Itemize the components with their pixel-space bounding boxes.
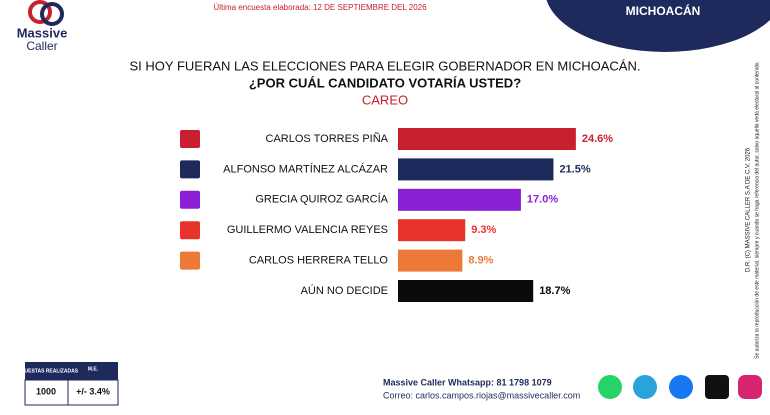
logo [28,0,52,24]
logo [40,2,64,26]
value-label: 8.9% [468,255,493,267]
bar [398,280,534,302]
facebook-icon[interactable] [669,375,693,399]
whatsapp-icon[interactable] [598,375,622,399]
value-label: 9.3% [471,224,496,236]
side-note: D.R. (C) MASSIVE CALLER S.A DE C.V. 2026 [746,147,752,272]
table-header-cell: M.E. [88,366,99,372]
category-label: AÚN NO DECIDE [301,284,388,297]
x-icon[interactable] [705,375,729,399]
category-label: CARLOS TORRES PIÑA [266,132,389,145]
bar [398,158,554,181]
category-label: GRECIA QUIROZ GARCÍA [255,193,388,206]
category-label: ALFONSO MARTÍNEZ ALCÁZAR [223,162,388,175]
chart-title: SI HOY FUERAN LAS ELECCIONES PARA ELEGIR… [130,58,641,73]
value-label: 21.5% [559,163,590,175]
party-logo [180,160,200,179]
value-label: 24.6% [582,133,613,145]
date-note: Última encuesta elaborada: 12 DE SEPTIEM… [213,3,427,12]
table-header-cell: ENCUESTAS REALIZADAS [14,368,79,374]
bar [398,128,576,150]
header-shape [546,0,770,52]
bar [398,249,463,272]
table-cell: 1000 [36,386,56,396]
bar [398,219,466,242]
party-logo [180,251,200,270]
region: MICHOACÁN [626,3,701,18]
value-label: 18.7% [539,285,570,297]
bar [398,188,521,211]
value-label: 17.0% [527,194,558,206]
category-label: GUILLERMO VALENCIA REYES [227,224,388,236]
chart-subtitle: ¿POR CUÁL CANDIDATO VOTARÍA USTED? [249,75,521,90]
table-cell: +/- 3.4% [76,386,110,396]
instagram-icon[interactable] [738,375,762,399]
section-label: CAREO [362,92,408,107]
table-header [25,362,118,380]
category-label: CARLOS HERRERA TELLO [249,255,389,267]
table-body [24,379,119,406]
brand: Caller [26,39,57,53]
brand: Massive [17,25,68,40]
party-logo [180,221,200,240]
party-logo [180,190,200,209]
footer-email: Correo: carlos.campos.riojas@massivecall… [383,390,580,400]
party-logo [180,130,200,148]
side-note: Se autoriza la reproducción de este mate… [754,61,760,359]
footer-whatsapp: Massive Caller Whatsapp: 81 1798 1079 [383,377,552,387]
telegram-icon[interactable] [633,375,657,399]
